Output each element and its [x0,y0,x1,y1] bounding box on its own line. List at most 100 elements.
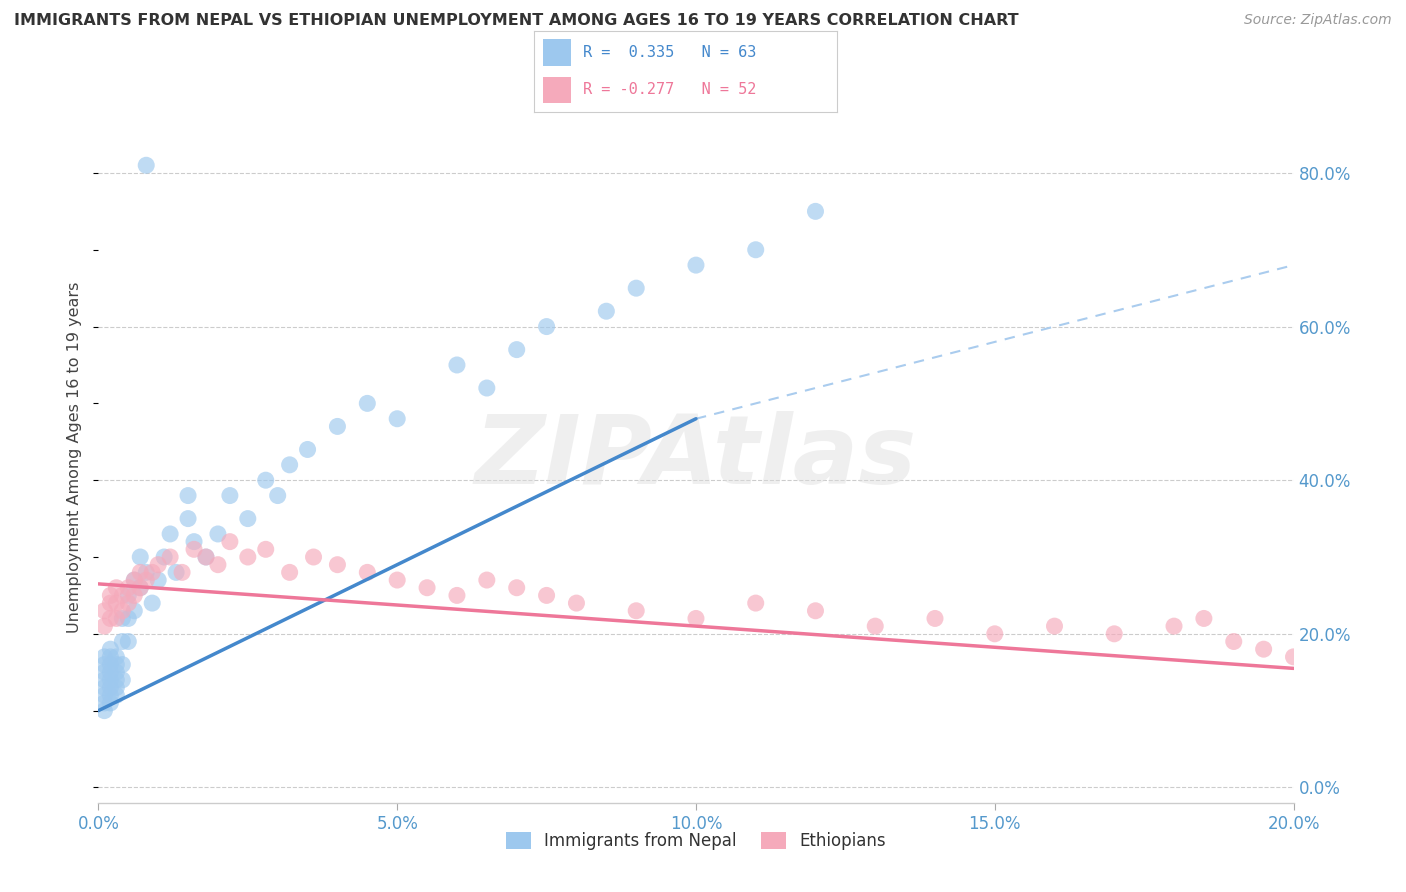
Point [148,558,170,572]
Point [446,358,468,372]
Point [105,673,128,687]
Point [385,411,409,425]
Point [302,549,325,564]
Point [565,596,588,610]
Point [159,549,181,564]
Point [165,566,187,580]
Point [111,604,134,618]
Point [93,649,115,664]
Point [207,527,229,541]
Point [105,665,128,680]
Point [111,589,134,603]
Point [236,511,259,525]
Text: R =  0.335   N = 63: R = 0.335 N = 63 [582,45,756,61]
Point [129,581,152,595]
Point [93,681,115,695]
Point [297,442,319,457]
Point [111,634,134,648]
Point [183,542,205,557]
Y-axis label: Unemployment Among Ages 16 to 19 years: Unemployment Among Ages 16 to 19 years [67,282,83,632]
Point [124,604,146,618]
Point [105,611,128,625]
Point [135,566,157,580]
Text: IMMIGRANTS FROM NEPAL VS ETHIOPIAN UNEMPLOYMENT AMONG AGES 16 TO 19 YEARS CORREL: IMMIGRANTS FROM NEPAL VS ETHIOPIAN UNEMP… [14,13,1019,29]
Point [159,527,181,541]
Point [98,681,122,695]
Point [219,534,242,549]
Point [124,573,146,587]
Point [745,243,768,257]
Point [111,673,134,687]
Point [105,681,128,695]
Point [117,596,139,610]
Point [93,665,115,680]
Point [278,458,301,472]
Point [254,473,277,487]
Point [111,657,134,672]
Point [177,511,200,525]
Point [416,581,439,595]
Point [93,619,115,633]
Point [135,573,157,587]
Point [98,696,122,710]
Point [984,627,1007,641]
Point [506,343,529,357]
Point [105,688,128,702]
Point [93,688,115,702]
Point [93,657,115,672]
Point [98,673,122,687]
Point [98,665,122,680]
Point [536,589,558,603]
Point [105,649,128,664]
Point [117,611,139,625]
Text: Source: ZipAtlas.com: Source: ZipAtlas.com [1244,13,1392,28]
Point [105,581,128,595]
Point [93,696,115,710]
Point [148,573,170,587]
Point [105,596,128,610]
Point [93,604,115,618]
Point [195,549,218,564]
Point [267,489,290,503]
Point [326,558,349,572]
Point [135,158,157,172]
Point [183,534,205,549]
Bar [543,77,571,103]
Point [117,634,139,648]
Point [1282,649,1305,664]
Point [98,589,122,603]
Point [98,688,122,702]
Point [195,549,218,564]
Point [129,566,152,580]
Point [326,419,349,434]
Point [475,573,498,587]
Point [1223,634,1246,648]
Point [278,566,301,580]
Point [172,566,194,580]
Point [177,489,200,503]
Point [1043,619,1066,633]
Point [254,542,277,557]
Point [356,566,378,580]
Point [98,611,122,625]
Point [93,673,115,687]
Point [93,704,115,718]
Point [685,611,707,625]
Point [475,381,498,395]
Point [1192,611,1215,625]
Point [1104,627,1126,641]
Point [804,604,827,618]
Point [356,396,378,410]
Point [98,649,122,664]
Text: ZIPAtlas: ZIPAtlas [475,410,917,504]
Point [685,258,707,272]
Point [153,549,176,564]
Bar [543,39,571,66]
Point [626,281,648,295]
Point [124,573,146,587]
Point [745,596,768,610]
Point [141,566,163,580]
Point [924,611,946,625]
Point [626,604,648,618]
Point [98,642,122,657]
